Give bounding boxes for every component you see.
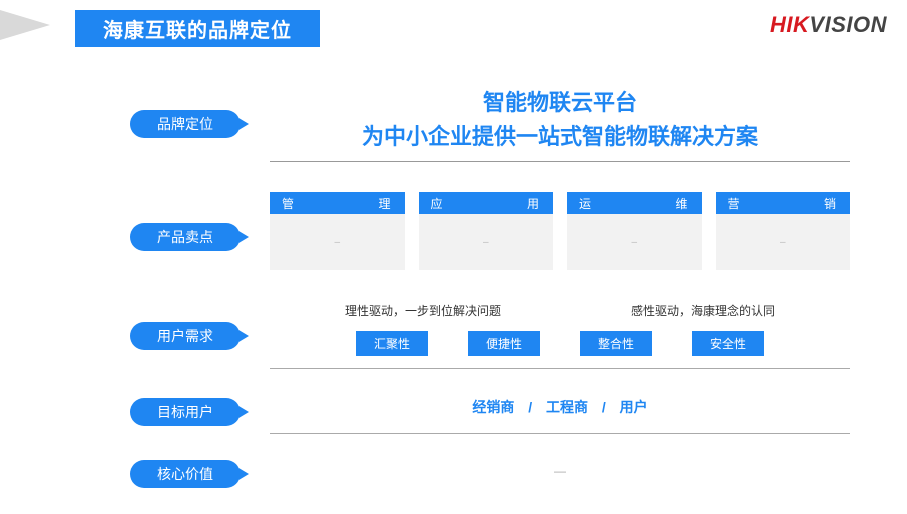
card-head: 运 维	[567, 192, 702, 214]
card-manage: 管 理 –	[270, 192, 405, 270]
card-head-l: 运	[579, 195, 593, 212]
page-title: 海康互联的品牌定位	[75, 10, 320, 47]
target-sep: /	[602, 399, 606, 415]
arrow-icon	[0, 10, 50, 40]
target-item: 经销商	[472, 399, 514, 415]
logo-hik: HIK	[770, 12, 809, 37]
card-head: 管 理	[270, 192, 405, 214]
card-head-r: 理	[378, 195, 392, 212]
card-ops: 运 维 –	[567, 192, 702, 270]
pill-needs: 用户需求	[130, 322, 240, 350]
chip-convenient: 便捷性	[468, 331, 540, 356]
pill-target: 目标用户	[130, 398, 240, 426]
card-body: –	[419, 214, 554, 270]
brand-line2: 为中小企业提供一站式智能物联解决方案	[270, 119, 850, 151]
target-line: 经销商 / 工程商 / 用户	[270, 389, 850, 425]
divider	[270, 433, 850, 434]
row-needs: 用户需求 理性驱动，一步到位解决问题 感性驱动，海康理念的认同 汇聚性 便捷性 …	[130, 302, 870, 369]
pill-brand: 品牌定位	[130, 110, 240, 138]
chip-converge: 汇聚性	[356, 331, 428, 356]
pill-selling: 产品卖点	[130, 223, 240, 251]
card-body: –	[567, 214, 702, 270]
card-head-r: 维	[675, 195, 689, 212]
chip-integrate: 整合性	[580, 331, 652, 356]
card-market: 营 销 –	[716, 192, 851, 270]
card-head-r: 销	[824, 195, 838, 212]
card-head-l: 管	[282, 195, 296, 212]
divider	[270, 368, 850, 369]
header: 海康互联的品牌定位 HIKVISION	[0, 0, 907, 50]
card-body: –	[270, 214, 405, 270]
core-body: —	[270, 454, 850, 488]
card-head-r: 用	[527, 195, 541, 212]
divider	[270, 161, 850, 162]
target-item: 用户	[620, 399, 648, 415]
card-app: 应 用 –	[419, 192, 554, 270]
needs-text-right: 感性驱动，海康理念的认同	[631, 302, 775, 319]
content: 品牌定位 智能物联云平台 为中小企业提供一站式智能物联解决方案 产品卖点 管 理…	[130, 85, 870, 514]
card-head: 应 用	[419, 192, 554, 214]
target-item: 工程商	[546, 399, 588, 415]
target-sep: /	[528, 399, 532, 415]
needs-text-row: 理性驱动，一步到位解决问题 感性驱动，海康理念的认同	[270, 302, 850, 327]
pill-core: 核心价值	[130, 460, 240, 488]
row-core: 核心价值 —	[130, 454, 870, 494]
card-head: 营 销	[716, 192, 851, 214]
row-target: 目标用户 经销商 / 工程商 / 用户	[130, 389, 870, 434]
brand-headline: 智能物联云平台 为中小企业提供一站式智能物联解决方案	[270, 85, 850, 151]
card-head-l: 应	[431, 195, 445, 212]
card-head-l: 营	[728, 195, 742, 212]
row-brand: 品牌定位 智能物联云平台 为中小企业提供一站式智能物联解决方案	[130, 85, 870, 162]
chip-secure: 安全性	[692, 331, 764, 356]
brand-logo: HIKVISION	[770, 12, 887, 38]
brand-line1: 智能物联云平台	[270, 85, 850, 117]
card-body: –	[716, 214, 851, 270]
needs-chips: 汇聚性 便捷性 整合性 安全性	[270, 327, 850, 360]
row-selling: 产品卖点 管 理 – 应 用 –	[130, 192, 870, 282]
selling-cards: 管 理 – 应 用 – 运 维 –	[270, 192, 850, 270]
needs-text-left: 理性驱动，一步到位解决问题	[345, 302, 501, 319]
logo-vision: VISION	[809, 12, 887, 37]
